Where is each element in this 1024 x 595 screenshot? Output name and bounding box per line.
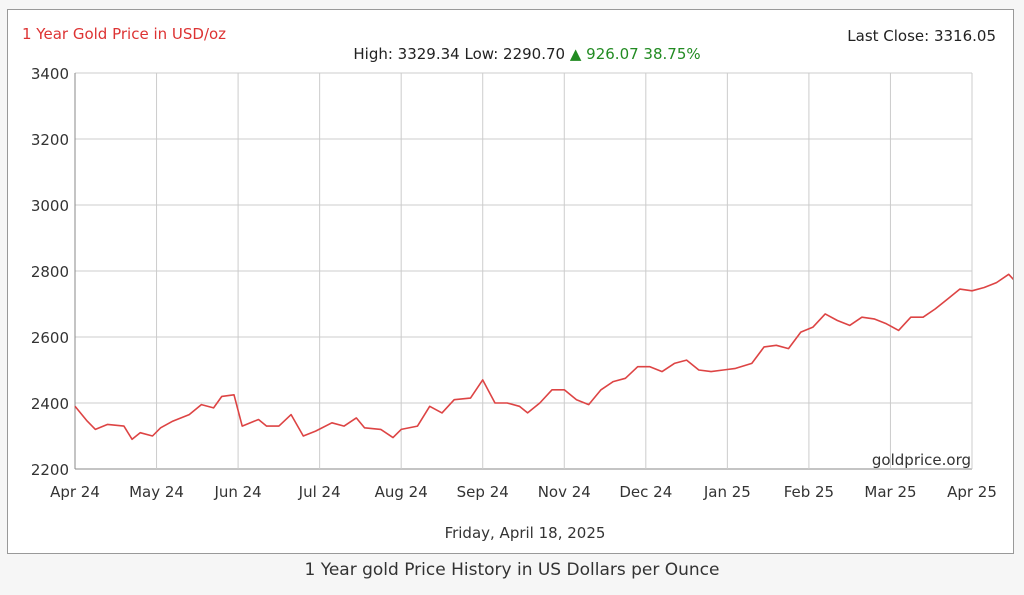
y-axis-ticks: 2200 2400 2600 2800 3000 3200 3400: [31, 65, 69, 479]
x-tick-label: Apr 25: [947, 483, 997, 501]
x-tick-label: Jul 24: [298, 483, 341, 501]
price-series-line: [74, 273, 1013, 441]
y-tick-label: 3200: [31, 131, 69, 149]
chart-title: 1 Year Gold Price in USD/oz: [22, 25, 226, 43]
date-label: Friday, April 18, 2025: [445, 524, 606, 542]
change-arrow-icon: ▲: [570, 45, 582, 63]
figure-caption: 1 Year gold Price History in US Dollars …: [304, 560, 720, 580]
x-tick-label: Aug 24: [375, 483, 428, 501]
x-tick-label: Sep 24: [457, 483, 509, 501]
chart-frame: 1 Year Gold Price in USD/oz Last Close: …: [7, 9, 1014, 554]
y-tick-label: 2200: [31, 461, 69, 479]
low-label: Low: 2290.70: [464, 45, 565, 63]
watermark: goldprice.org: [872, 451, 971, 469]
last-close-label: Last Close: 3316.05: [847, 27, 996, 45]
stats-line: High: 3329.34 Low: 2290.70 ▲ 926.07 38.7…: [353, 45, 700, 63]
x-tick-label: Feb 25: [784, 483, 834, 501]
x-tick-label: Apr 24: [50, 483, 100, 501]
y-tick-label: 2800: [31, 263, 69, 281]
x-tick-label: Dec 24: [619, 483, 672, 501]
y-tick-label: 2400: [31, 395, 69, 413]
y-tick-label: 3400: [31, 65, 69, 83]
change-value: 926.07 38.75%: [586, 45, 700, 63]
x-axis-ticks: Apr 24 May 24 Jun 24 Jul 24 Aug 24 Sep 24 Nov …: [50, 483, 997, 501]
x-tick-label: May 24: [129, 483, 184, 501]
grid: [74, 72, 973, 470]
y-tick-label: 2600: [31, 329, 69, 347]
x-tick-label: Jan 25: [703, 483, 751, 501]
y-tick-label: 3000: [31, 197, 69, 215]
high-label: High: 3329.34: [353, 45, 459, 63]
x-tick-label: Jun 24: [213, 483, 261, 501]
x-tick-label: Nov 24: [538, 483, 591, 501]
gold-price-chart: 1 Year Gold Price in USD/oz Last Close: …: [22, 25, 1013, 542]
x-tick-label: Mar 25: [864, 483, 916, 501]
